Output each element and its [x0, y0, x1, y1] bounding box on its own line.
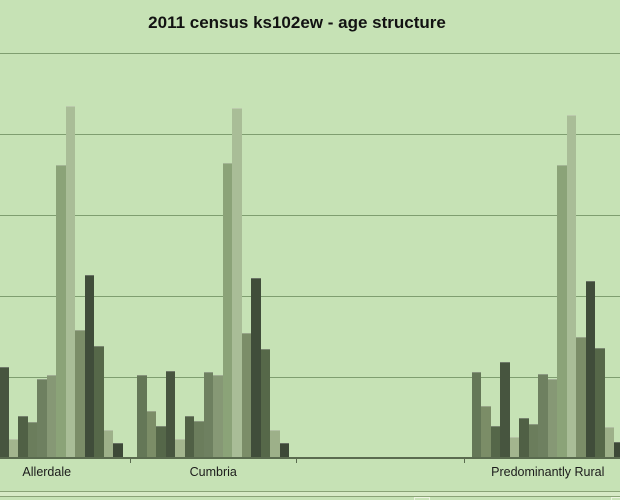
bar-predominantly-rural-s11 [576, 336, 586, 458]
bar-allerdale-s15 [113, 443, 123, 458]
category-tick [464, 459, 465, 463]
gridline [0, 53, 620, 54]
bar-predominantly-rural-s3 [500, 362, 510, 458]
gridline [0, 296, 620, 297]
bar-predominantly-rural-s9 [557, 164, 567, 458]
bar-cumbria-s0 [137, 375, 147, 458]
bar-allerdale-s8 [46, 375, 57, 458]
bar-predominantly-rural-s4 [509, 436, 520, 458]
bar-cumbria-s2 [156, 425, 166, 458]
bar-allerdale-s14 [103, 430, 114, 458]
bar-cumbria-s12 [251, 278, 261, 458]
bar-predominantly-rural-s5 [519, 417, 529, 458]
legend-swatch-partial-icon [414, 497, 430, 500]
bar-predominantly-rural-s12 [585, 281, 596, 458]
bar-predominantly-rural-s0 [471, 372, 482, 458]
bar-allerdale-s6 [27, 422, 38, 458]
bar-predominantly-rural-s7 [538, 373, 548, 458]
bar-predominantly-rural-s2 [490, 425, 501, 458]
bar-cumbria-s11 [241, 333, 252, 458]
category-tick [296, 459, 297, 463]
bar-cumbria-s13 [260, 349, 271, 458]
bar-allerdale-s4 [8, 438, 19, 458]
legend-swatch-partial-icon [611, 497, 620, 500]
gridline [0, 215, 620, 216]
bar-cumbria-s9 [222, 163, 233, 458]
bar-allerdale-s13 [94, 346, 104, 458]
bar-cumbria-s1 [146, 411, 157, 458]
bar-predominantly-rural-s8 [547, 378, 558, 458]
bar-allerdale-s7 [37, 378, 47, 458]
gridline [0, 134, 620, 135]
bar-cumbria-s10 [232, 108, 242, 458]
bar-predominantly-rural-s13 [595, 347, 605, 458]
gridline [0, 377, 620, 378]
bar-allerdale-s3 [0, 367, 9, 458]
bar-cumbria-s3 [165, 370, 176, 458]
bar-predominantly-rural-s14 [604, 427, 615, 458]
bottom-divider [0, 491, 620, 497]
bar-predominantly-rural-s15 [614, 441, 620, 458]
chart-title: 2011 census ks102ew - age structure [148, 13, 446, 32]
bar-predominantly-rural-s10 [566, 114, 577, 458]
bar-cumbria-s6 [194, 420, 204, 458]
bar-cumbria-s15 [279, 443, 290, 458]
bar-allerdale-s10 [65, 106, 76, 458]
bar-predominantly-rural-s6 [528, 423, 539, 458]
bar-allerdale-s5 [18, 415, 28, 458]
category-tick [130, 459, 131, 463]
bar-cumbria-s14 [270, 430, 280, 458]
bar-cumbria-s7 [203, 372, 214, 458]
category-label-allerdale: Allerdale [22, 465, 72, 479]
bar-allerdale-s12 [84, 274, 95, 458]
bar-allerdale-s9 [56, 164, 66, 458]
x-axis-line [0, 457, 620, 459]
category-label-cumbria: Cumbria [189, 465, 237, 479]
bar-cumbria-s4 [175, 438, 185, 458]
bar-predominantly-rural-s1 [481, 406, 491, 458]
bar-allerdale-s11 [75, 330, 85, 458]
category-label-predominantly-rural: Predominantly Rural [491, 465, 605, 479]
bar-cumbria-s5 [184, 415, 195, 458]
bar-cumbria-s8 [213, 375, 223, 458]
